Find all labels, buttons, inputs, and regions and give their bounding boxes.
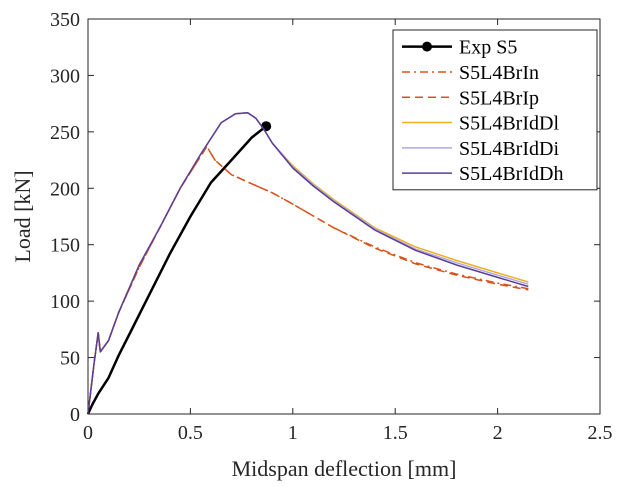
x-tick-label: 2 <box>493 422 503 444</box>
x-tick-label: 1.5 <box>383 422 408 444</box>
x-tick-label: 0 <box>83 422 93 444</box>
y-tick-label: 0 <box>70 404 80 426</box>
legend-label: S5L4BrIn <box>459 62 539 84</box>
y-tick-label: 50 <box>60 348 80 370</box>
tick-layer: 0 0.5 1 1.5 2 2.5 0 50 100 150 200 250 300 350 <box>50 9 613 444</box>
y-axis-label: Load [kN] <box>10 170 35 262</box>
legend-label: S5L4BrIdDh <box>459 163 563 185</box>
x-axis-label: Midspan deflection [mm] <box>232 456 457 481</box>
x-tick-label: 0.5 <box>178 422 203 444</box>
y-tick-label: 250 <box>50 122 80 144</box>
series-line <box>87 111 529 415</box>
legend-label: S5L4BrIdDi <box>459 138 559 160</box>
legend: Exp S5 S5L4BrIn S5L4BrIp S5L4BrIdDl S5L4BrId… <box>392 29 598 191</box>
legend-marker <box>422 41 432 52</box>
y-tick-label: 300 <box>50 65 80 87</box>
y-tick-label: 100 <box>50 291 80 313</box>
legend-label: S5L4BrIp <box>459 87 539 109</box>
series-line <box>87 145 529 415</box>
legend-label: Exp S5 <box>459 37 517 59</box>
y-tick-label: 150 <box>50 235 80 257</box>
legend-box <box>392 29 598 191</box>
y-tick-label: 350 <box>50 9 80 31</box>
x-tick-label: 1 <box>288 422 298 444</box>
series-line <box>86 125 267 415</box>
y-tick-label: 200 <box>50 178 80 200</box>
x-tick-label: 2.5 <box>588 422 613 444</box>
series-end-marker <box>261 121 272 132</box>
series-layer <box>86 111 529 415</box>
legend-label: S5L4BrIdDl <box>459 113 559 135</box>
